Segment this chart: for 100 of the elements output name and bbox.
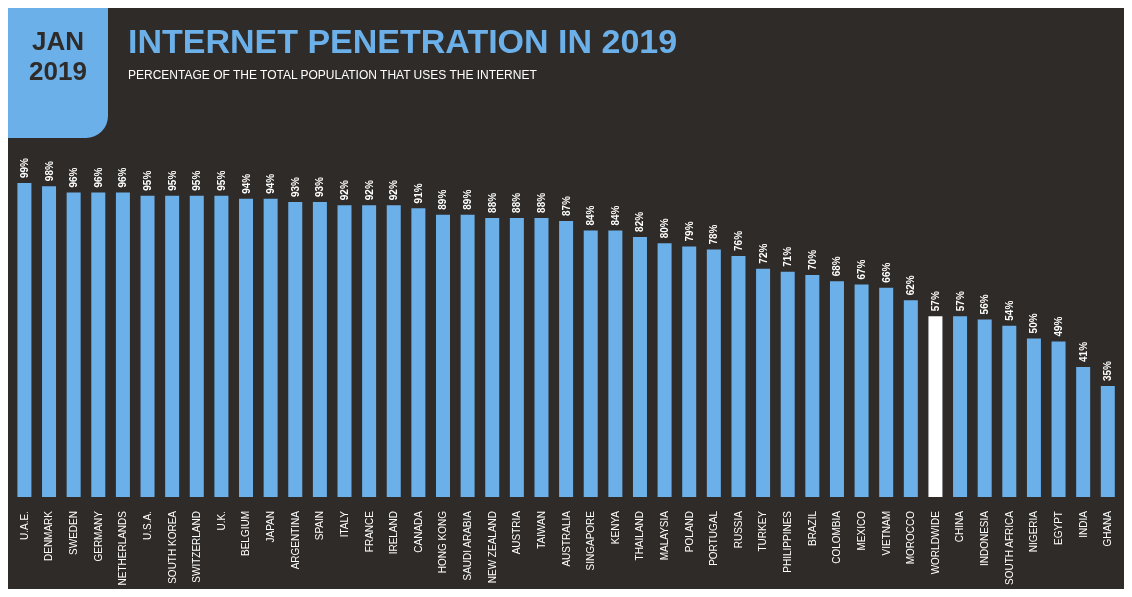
data-label: 95% <box>191 170 203 191</box>
bar <box>312 202 327 497</box>
data-label: 88% <box>535 192 547 213</box>
bar <box>17 183 32 497</box>
bar <box>189 195 204 497</box>
x-tick-label: POLAND <box>683 511 695 553</box>
x-tick-label: WORLDWIDE <box>929 510 941 575</box>
bar <box>608 230 623 497</box>
data-label: 70% <box>806 249 818 270</box>
data-label: 56% <box>979 294 991 315</box>
bar <box>165 195 180 497</box>
bar <box>953 316 968 497</box>
data-label: 67% <box>856 259 868 280</box>
data-label: 96% <box>68 167 80 188</box>
x-tick-label: GERMANY <box>92 510 104 562</box>
bar <box>288 202 303 497</box>
x-tick-label: CANADA <box>412 510 424 553</box>
x-tick-label: INDIA <box>1077 510 1089 538</box>
bar <box>805 274 820 497</box>
data-label: 95% <box>166 170 178 191</box>
bar <box>559 221 574 497</box>
data-label: 95% <box>142 170 154 191</box>
data-label: 66% <box>880 262 892 283</box>
x-tick-label: SINGAPORE <box>585 510 597 571</box>
data-label: 94% <box>265 173 277 194</box>
x-tick-label: KENYA <box>609 510 621 545</box>
bar <box>386 205 401 497</box>
data-label: 72% <box>757 243 769 264</box>
data-label: 89% <box>462 189 474 210</box>
bar <box>66 192 81 497</box>
bar <box>1002 325 1017 497</box>
data-label: 62% <box>905 275 917 296</box>
data-label: 93% <box>289 176 301 198</box>
x-tick-label: MALAYSIA <box>658 510 670 561</box>
x-tick-label: SOUTH AFRICA <box>1003 510 1015 585</box>
data-label: 96% <box>92 167 104 188</box>
bar <box>879 287 894 497</box>
x-tick-label: U.S.A. <box>141 511 153 540</box>
bar <box>362 205 377 497</box>
bar <box>682 246 697 497</box>
data-label: 80% <box>659 218 671 239</box>
bar <box>1076 366 1091 497</box>
x-tick-label: CHINA <box>954 510 966 543</box>
bar <box>411 208 426 497</box>
x-tick-label: FRANCE <box>363 510 375 553</box>
data-label: 35% <box>1102 360 1114 381</box>
x-tick-label: VIETNAM <box>880 511 892 556</box>
data-label: 49% <box>1053 316 1065 337</box>
bar <box>657 243 672 497</box>
bar <box>977 319 992 497</box>
chart-subtitle: PERCENTAGE OF THE TOTAL POPULATION THAT USES THE INTERNET <box>128 68 537 82</box>
x-tick-label: NIGERIA <box>1028 510 1040 553</box>
x-tick-label: PHILIPPINES <box>782 510 794 573</box>
data-label: 57% <box>929 291 941 312</box>
x-tick-label: SWEDEN <box>68 511 80 555</box>
x-tick-label: SAUDI ARABIA <box>462 510 474 581</box>
bar <box>583 230 598 497</box>
bar <box>509 217 524 497</box>
x-tick-label: AUSTRIA <box>511 510 523 555</box>
data-label: 94% <box>240 173 252 194</box>
bar <box>485 217 500 497</box>
x-tick-label: AUSTRALIA <box>560 510 572 567</box>
text: JAN 2019 <box>8 8 108 138</box>
data-label: 96% <box>117 167 129 188</box>
bar <box>263 198 278 497</box>
bar <box>829 281 844 497</box>
bar <box>928 316 943 497</box>
data-label: 91% <box>412 183 424 204</box>
data-label: 84% <box>585 205 597 226</box>
bar <box>534 217 549 497</box>
bar <box>214 195 229 497</box>
data-label: 88% <box>486 192 498 213</box>
bar <box>337 205 352 497</box>
data-label: 71% <box>782 246 794 267</box>
x-tick-label: TURKEY <box>757 510 769 552</box>
x-tick-label: SPAIN <box>314 511 326 541</box>
bar <box>1026 338 1041 497</box>
x-tick-label: ARGENTINA <box>289 510 301 570</box>
x-tick-label: SOUTH KOREA <box>166 510 178 584</box>
bar <box>1051 341 1066 497</box>
x-tick-label: EGYPT <box>1052 511 1064 545</box>
data-label: 54% <box>1003 300 1015 321</box>
x-tick-label: BELGIUM <box>240 511 252 557</box>
x-tick-label: DENMARK <box>43 510 55 562</box>
x-tick-label: MEXICO <box>855 510 867 551</box>
bar <box>756 268 771 497</box>
data-label: 57% <box>954 291 966 312</box>
x-tick-label: RUSSIA <box>732 510 744 549</box>
chart-title: INTERNET PENETRATION IN 2019 <box>128 22 678 61</box>
bar <box>239 198 254 497</box>
x-tick-label: U.K. <box>215 511 227 531</box>
bar <box>115 192 130 497</box>
data-label: 89% <box>437 189 449 210</box>
data-label: 84% <box>609 205 621 226</box>
data-label: 93% <box>314 176 326 198</box>
x-tick-label: NEW ZEALAND <box>486 511 498 584</box>
x-tick-label: COLOMBIA <box>831 510 843 564</box>
x-tick-label: SWITZERLAND <box>191 511 203 583</box>
data-label: 82% <box>634 211 646 232</box>
data-label: 95% <box>215 170 227 191</box>
